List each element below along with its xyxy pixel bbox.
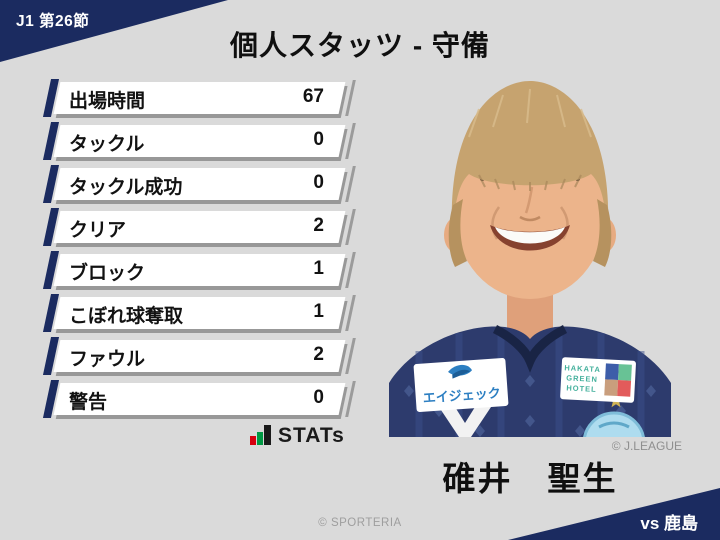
- stat-row-tackles: タックル 0: [42, 122, 356, 160]
- slash-mark: [345, 252, 356, 288]
- svg-text:GREEN: GREEN: [566, 373, 598, 384]
- slash-mark: [345, 209, 356, 245]
- stats-list: 出場時間 67 タックル 0 タックル成功 0 クリア 2 ブロック 1 こぼれ…: [42, 79, 356, 426]
- stat-row-blocks: ブロック 1: [42, 251, 356, 289]
- stat-label: こぼれ球奪取: [69, 306, 184, 327]
- stat-value: 67: [302, 86, 324, 107]
- slash-mark: [345, 166, 356, 202]
- player-photo: エイジェック HAKATA GREEN HOTEL: [389, 81, 671, 437]
- slash-mark: [345, 123, 356, 159]
- svg-text:HAKATA: HAKATA: [564, 363, 601, 374]
- slash-mark: [345, 80, 356, 116]
- photo-credit: © J.LEAGUE: [611, 439, 682, 453]
- page-title: 個人スタッツ - 守備: [230, 30, 490, 61]
- stat-value: 0: [313, 129, 324, 150]
- chest-sponsor-patch: エイジェック: [413, 358, 509, 412]
- slash-mark: [345, 381, 356, 417]
- bar-chart-icon: [250, 425, 271, 445]
- stat-value: 1: [313, 301, 324, 322]
- stat-label: クリア: [69, 220, 127, 241]
- stat-value: 1: [313, 258, 324, 279]
- opponent-label: vs 鹿島: [640, 514, 698, 533]
- player-name: 碓井 聖生: [442, 460, 618, 497]
- stat-row-yellow-cards: 警告 0: [42, 380, 356, 418]
- stat-value: 2: [313, 344, 324, 365]
- stat-label: ファウル: [69, 349, 146, 370]
- stat-row-playing-time: 出場時間 67: [42, 79, 356, 117]
- stats-logo: STATs: [250, 424, 345, 447]
- matchday-label: J1 第26節: [16, 13, 90, 30]
- stat-label: 警告: [69, 392, 108, 413]
- site-credit: © SPORTERIA: [318, 517, 402, 529]
- stat-label: タックル: [69, 134, 145, 155]
- svg-text:HOTEL: HOTEL: [566, 383, 597, 394]
- slash-mark: [345, 295, 356, 331]
- stat-label: タックル成功: [69, 177, 183, 198]
- stat-label: ブロック: [69, 263, 146, 284]
- slash-mark: [345, 338, 356, 374]
- stat-value: 0: [313, 387, 324, 408]
- stat-row-tackles-won: タックル成功 0: [42, 165, 356, 203]
- stat-label: 出場時間: [69, 91, 146, 112]
- hotel-sponsor-patch: HAKATA GREEN HOTEL: [560, 357, 636, 403]
- stats-logo-text: STATs: [278, 424, 345, 447]
- stat-row-fouls: ファウル 2: [42, 337, 356, 375]
- club-crest-icon: [583, 411, 645, 437]
- stat-row-clearances: クリア 2: [42, 208, 356, 246]
- sponsor-text: エイジェック: [422, 385, 501, 405]
- stat-value: 0: [313, 172, 324, 193]
- stat-row-loose-ball-recoveries: こぼれ球奪取 1: [42, 294, 356, 332]
- stat-value: 2: [313, 215, 324, 236]
